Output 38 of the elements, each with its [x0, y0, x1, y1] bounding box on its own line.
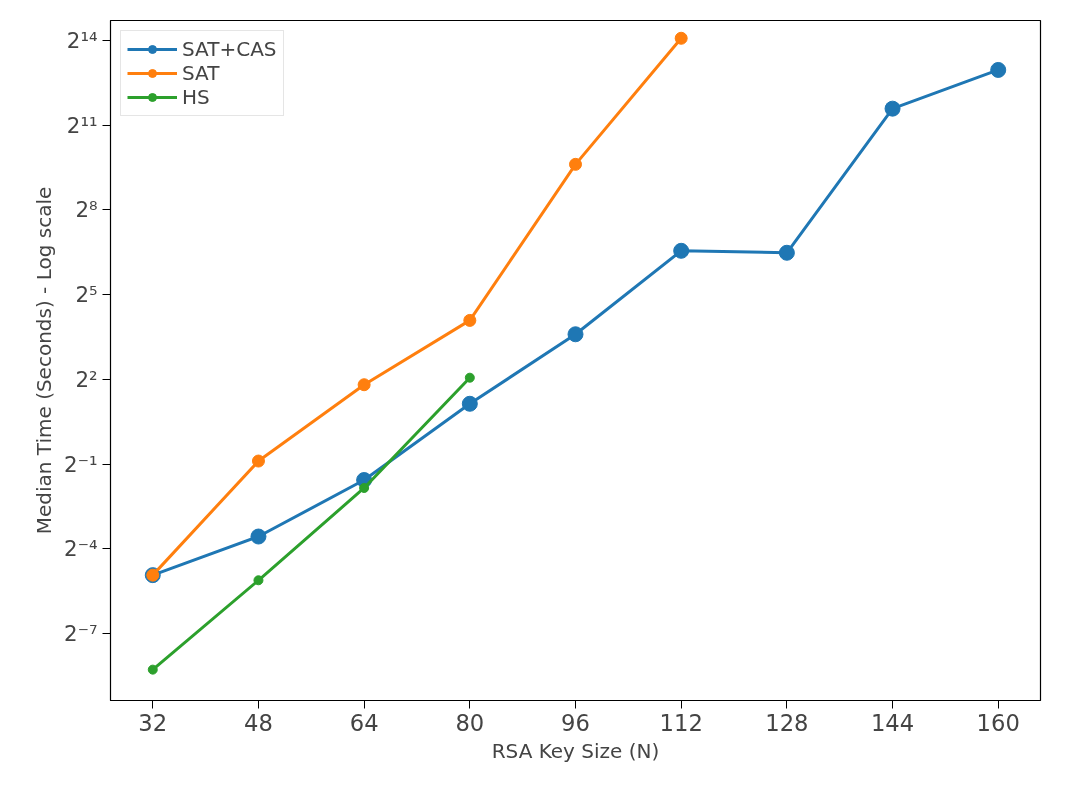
y-tick-label: 2² — [75, 366, 98, 392]
point — [463, 313, 477, 327]
point — [673, 242, 690, 259]
y-tick-label: 2⁵ — [75, 282, 98, 308]
x-tick-label: 144 — [870, 709, 915, 736]
x-tick-label: 112 — [659, 709, 703, 736]
point — [251, 454, 265, 468]
x-tick-label: 64 — [349, 709, 379, 736]
x-tick-label: 160 — [976, 709, 1020, 736]
y-tick-label: 2¹¹ — [66, 112, 98, 138]
point — [464, 372, 475, 383]
point — [147, 664, 158, 675]
point — [461, 395, 478, 412]
legend-label: SAT — [182, 61, 220, 85]
y-tick-label: 2⁻¹ — [64, 451, 98, 477]
point — [674, 31, 688, 45]
y-tick-label: 2⁸ — [75, 197, 98, 223]
point — [253, 575, 264, 586]
point — [359, 482, 370, 493]
point — [778, 244, 795, 261]
point — [990, 61, 1007, 78]
legend-label: HS — [182, 85, 210, 109]
x-tick-label: 80 — [455, 709, 485, 736]
point — [567, 326, 584, 343]
x-tick-label: 48 — [244, 709, 273, 736]
y-tick-label: 2⁻⁷ — [64, 621, 98, 647]
x-axis-title: RSA Key Size (N) — [491, 738, 660, 763]
point — [357, 378, 371, 392]
legend-label: SAT+CAS — [182, 37, 277, 61]
x-tick-label: 32 — [138, 709, 168, 736]
y-tick-label: 2¹⁴ — [66, 27, 98, 53]
x-tick-label: 96 — [561, 709, 590, 736]
y-axis-title: Median Time (Seconds) - Log scale — [32, 186, 57, 535]
point — [569, 157, 582, 171]
point — [250, 528, 267, 545]
point — [884, 100, 901, 117]
x-tick-label: 128 — [765, 709, 809, 736]
y-tick-label: 2⁻⁴ — [64, 536, 98, 562]
